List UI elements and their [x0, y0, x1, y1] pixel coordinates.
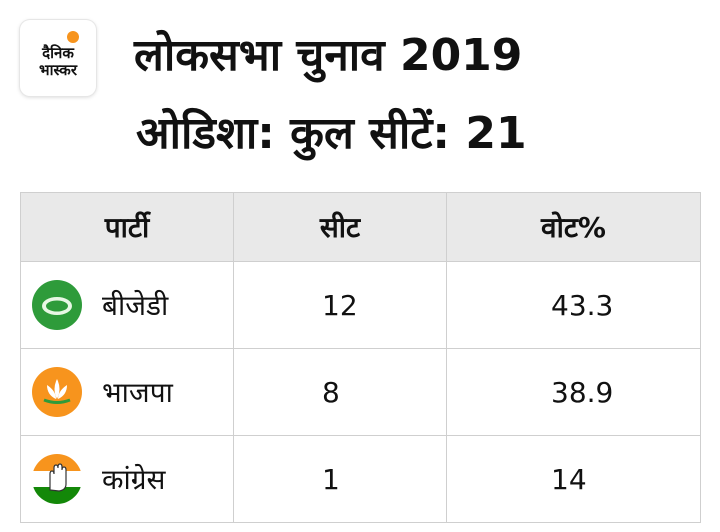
header-vote: वोट% — [446, 192, 701, 262]
header-party: पार्टी — [20, 192, 234, 262]
party-cell: कांग्रेस — [20, 435, 234, 523]
page-subtitle: ओडिशा: कुल सीटें: 21 — [136, 108, 527, 159]
page-title: लोकसभा चुनाव 2019 — [134, 30, 523, 81]
header-seats: सीट — [233, 192, 447, 262]
logo-line1: दैनिक — [42, 44, 74, 62]
vote-cell: 38.9 — [446, 348, 701, 436]
table-row: बीजेडी 12 43.3 — [20, 261, 701, 349]
vote-cell: 14 — [446, 435, 701, 523]
logo-line2: भास्कर — [39, 61, 77, 79]
party-cell: बीजेडी — [20, 261, 234, 349]
table-row: भाजपा 8 38.9 — [20, 348, 701, 436]
party-name: भाजपा — [102, 376, 173, 409]
vote-cell: 43.3 — [446, 261, 701, 349]
seats-cell: 12 — [233, 261, 447, 349]
seats-cell: 1 — [233, 435, 447, 523]
bjd-conch-icon — [32, 280, 82, 330]
dainik-bhaskar-logo: दैनिक भास्कर — [20, 20, 96, 96]
party-name: कांग्रेस — [102, 463, 166, 496]
congress-hand-icon — [32, 454, 82, 504]
logo-sun-icon — [67, 31, 79, 43]
party-name: बीजेडी — [102, 289, 169, 322]
seats-cell: 8 — [233, 348, 447, 436]
table-row: कांग्रेस 1 14 — [20, 435, 701, 523]
results-table: पार्टी सीट वोट% बीजेडी 12 — [20, 192, 701, 523]
bjp-lotus-icon — [32, 367, 82, 417]
party-cell: भाजपा — [20, 348, 234, 436]
table-header-row: पार्टी सीट वोट% — [20, 192, 701, 262]
